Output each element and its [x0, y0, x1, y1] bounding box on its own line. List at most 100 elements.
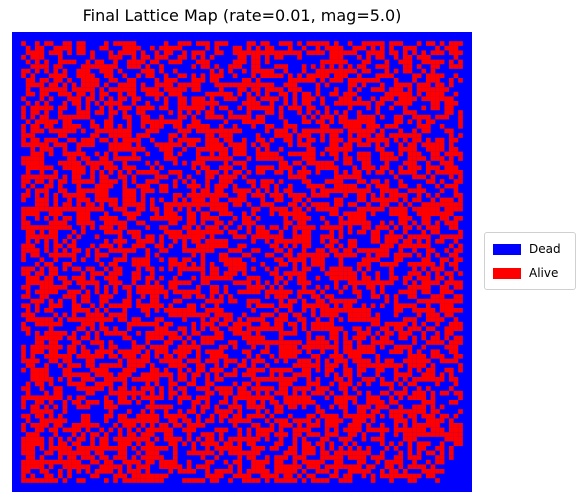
alive-cell — [329, 45, 335, 51]
alive-cell — [242, 165, 247, 171]
alive-cell — [113, 271, 118, 276]
alive-cell — [412, 165, 417, 171]
alive-cell — [113, 78, 118, 83]
alive-cell — [301, 326, 307, 332]
alive-cell — [39, 285, 45, 290]
alive-cell — [214, 220, 220, 226]
alive-cell — [334, 59, 339, 65]
alive-cell — [25, 220, 31, 226]
alive-cell — [196, 87, 201, 92]
alive-cell — [136, 142, 141, 148]
alive-cell — [25, 170, 31, 175]
alive-cell — [30, 280, 36, 286]
alive-cell — [320, 257, 325, 263]
alive-cell — [444, 105, 450, 111]
alive-cell — [311, 413, 316, 419]
alive-cell — [177, 280, 183, 286]
alive-cell — [347, 317, 353, 322]
alive-cell — [140, 413, 146, 419]
alive-cell — [228, 248, 233, 253]
alive-cell — [209, 239, 215, 244]
alive-cell — [297, 252, 302, 258]
alive-cell — [48, 280, 54, 286]
alive-cell — [219, 174, 224, 180]
alive-cell — [145, 427, 151, 433]
alive-cell — [76, 234, 82, 240]
alive-cell — [58, 450, 63, 456]
alive-cell — [269, 243, 275, 249]
alive-cell — [251, 459, 256, 465]
alive-cell — [177, 312, 183, 318]
alive-cell — [186, 202, 192, 207]
alive-cell — [39, 257, 45, 263]
alive-cell — [191, 326, 197, 332]
alive-cell — [228, 441, 233, 447]
alive-cell — [343, 275, 348, 281]
alive-cell — [25, 165, 31, 171]
alive-cell — [389, 271, 394, 276]
alive-cell — [182, 101, 187, 106]
alive-cell — [182, 82, 187, 88]
alive-cell — [430, 377, 436, 382]
alive-cell — [439, 137, 445, 143]
alive-cell — [25, 142, 31, 148]
alive-cell — [44, 119, 49, 125]
alive-cell — [449, 436, 454, 442]
alive-cell — [48, 285, 54, 290]
alive-cell — [278, 50, 284, 56]
alive-cell — [421, 202, 427, 207]
alive-cell — [44, 409, 49, 414]
alive-cell — [352, 78, 358, 83]
alive-cell — [30, 358, 36, 364]
alive-cell — [242, 358, 247, 364]
alive-cell — [315, 317, 321, 322]
alive-cell — [39, 142, 45, 148]
alive-cell — [191, 142, 197, 148]
alive-cell — [150, 372, 155, 378]
alive-cell — [173, 455, 178, 460]
alive-cell — [81, 321, 86, 327]
alive-cell — [35, 137, 40, 143]
alive-cell — [329, 114, 335, 120]
alive-cell — [186, 128, 192, 134]
alive-cell — [219, 275, 224, 281]
alive-cell — [99, 243, 105, 249]
alive-cell — [352, 326, 358, 332]
alive-cell — [62, 427, 68, 433]
alive-cell — [25, 68, 31, 74]
alive-cell — [343, 91, 348, 97]
alive-cell — [145, 119, 151, 125]
alive-cell — [315, 326, 321, 332]
alive-cell — [177, 413, 183, 419]
alive-cell — [393, 367, 399, 373]
alive-cell — [228, 262, 233, 267]
alive-cell — [283, 50, 289, 56]
alive-cell — [357, 423, 362, 428]
alive-cell — [117, 128, 123, 134]
alive-cell — [53, 229, 59, 235]
alive-cell — [94, 432, 100, 437]
alive-cell — [246, 390, 252, 396]
alive-cell — [35, 308, 40, 313]
alive-cell — [306, 119, 312, 125]
alive-cell — [301, 321, 307, 327]
alive-cell — [389, 413, 394, 419]
alive-cell — [246, 321, 252, 327]
alive-cell — [232, 340, 238, 345]
alive-cell — [306, 160, 312, 166]
alive-cell — [260, 96, 266, 102]
alive-cell — [90, 363, 95, 368]
alive-cell — [297, 349, 302, 355]
alive-cell — [246, 441, 252, 447]
alive-cell — [205, 165, 210, 171]
alive-cell — [104, 326, 109, 332]
alive-cell — [39, 386, 45, 391]
alive-cell — [347, 354, 353, 359]
alive-cell — [439, 197, 445, 203]
alive-cell — [251, 423, 256, 428]
alive-cell — [407, 432, 413, 437]
alive-cell — [81, 464, 86, 470]
alive-cell — [35, 211, 40, 217]
alive-cell — [81, 225, 86, 230]
alive-cell — [136, 298, 141, 304]
